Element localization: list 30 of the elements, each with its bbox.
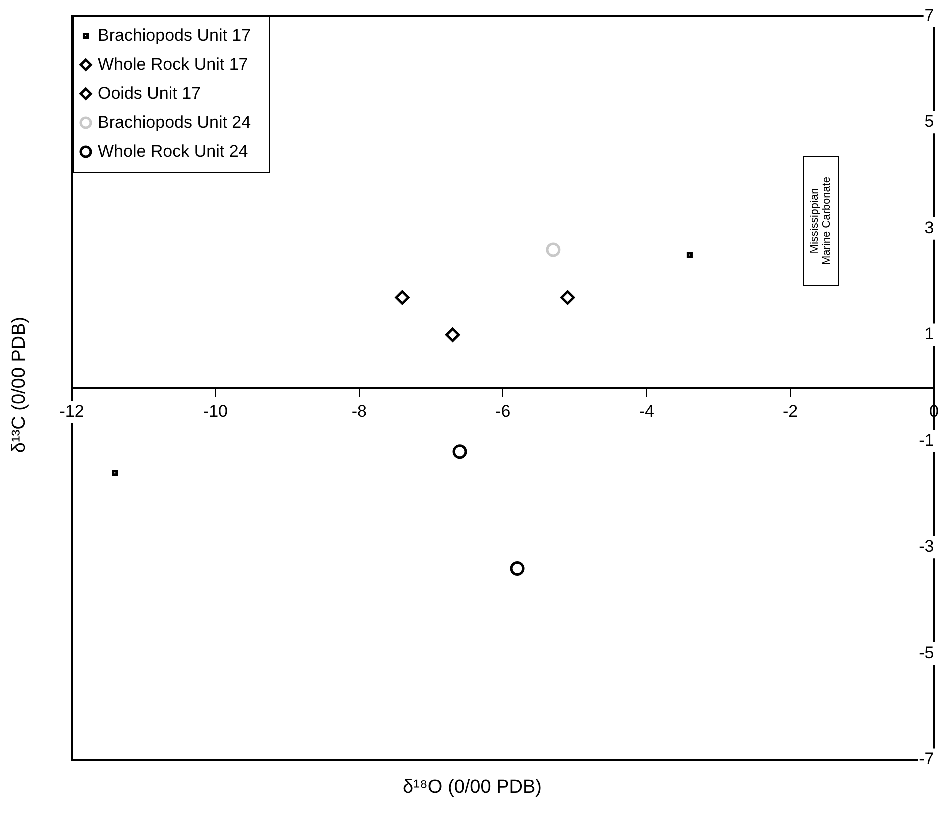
legend-label: Brachiopods Unit 24 — [98, 112, 252, 134]
y-tick-label: -7 — [919, 750, 934, 769]
point — [112, 470, 118, 476]
y-tick-label: -3 — [919, 537, 934, 556]
point — [686, 252, 693, 258]
point — [546, 242, 561, 258]
y-tick-label: 1 — [924, 324, 934, 344]
x-tick-label: -8 — [352, 402, 367, 421]
legend-label: Whole Rock Unit 24 — [98, 141, 248, 163]
x-tick-label: -10 — [203, 402, 228, 421]
x-tick-label: -12 — [60, 402, 84, 421]
x-tick-label: -2 — [783, 402, 798, 421]
point — [560, 290, 576, 306]
point — [452, 444, 468, 460]
legend-label: Brachiopods Unit 17 — [98, 25, 252, 47]
point — [510, 561, 525, 576]
x-tick-label: -6 — [496, 402, 511, 421]
y-tick-label: -1 — [919, 430, 934, 450]
y-tick-label: 5 — [924, 112, 934, 132]
point — [395, 290, 410, 306]
x-tick-label: -4 — [639, 402, 654, 421]
y-axis-title: δ¹³C (0/00 PDB) — [9, 316, 31, 456]
y-tick-label: -5 — [919, 643, 934, 662]
legend-label: Whole Rock Unit 17 — [98, 54, 248, 76]
x-axis-title: δ¹⁸O (0/00 PDB) — [402, 777, 543, 799]
legend-label: Ooids Unit 17 — [98, 83, 201, 105]
y-tick-label: 3 — [924, 218, 934, 238]
y-tick-label: 7 — [924, 6, 934, 25]
point — [446, 328, 460, 342]
annotation: Mississippian Marine Carbonate — [809, 176, 833, 268]
